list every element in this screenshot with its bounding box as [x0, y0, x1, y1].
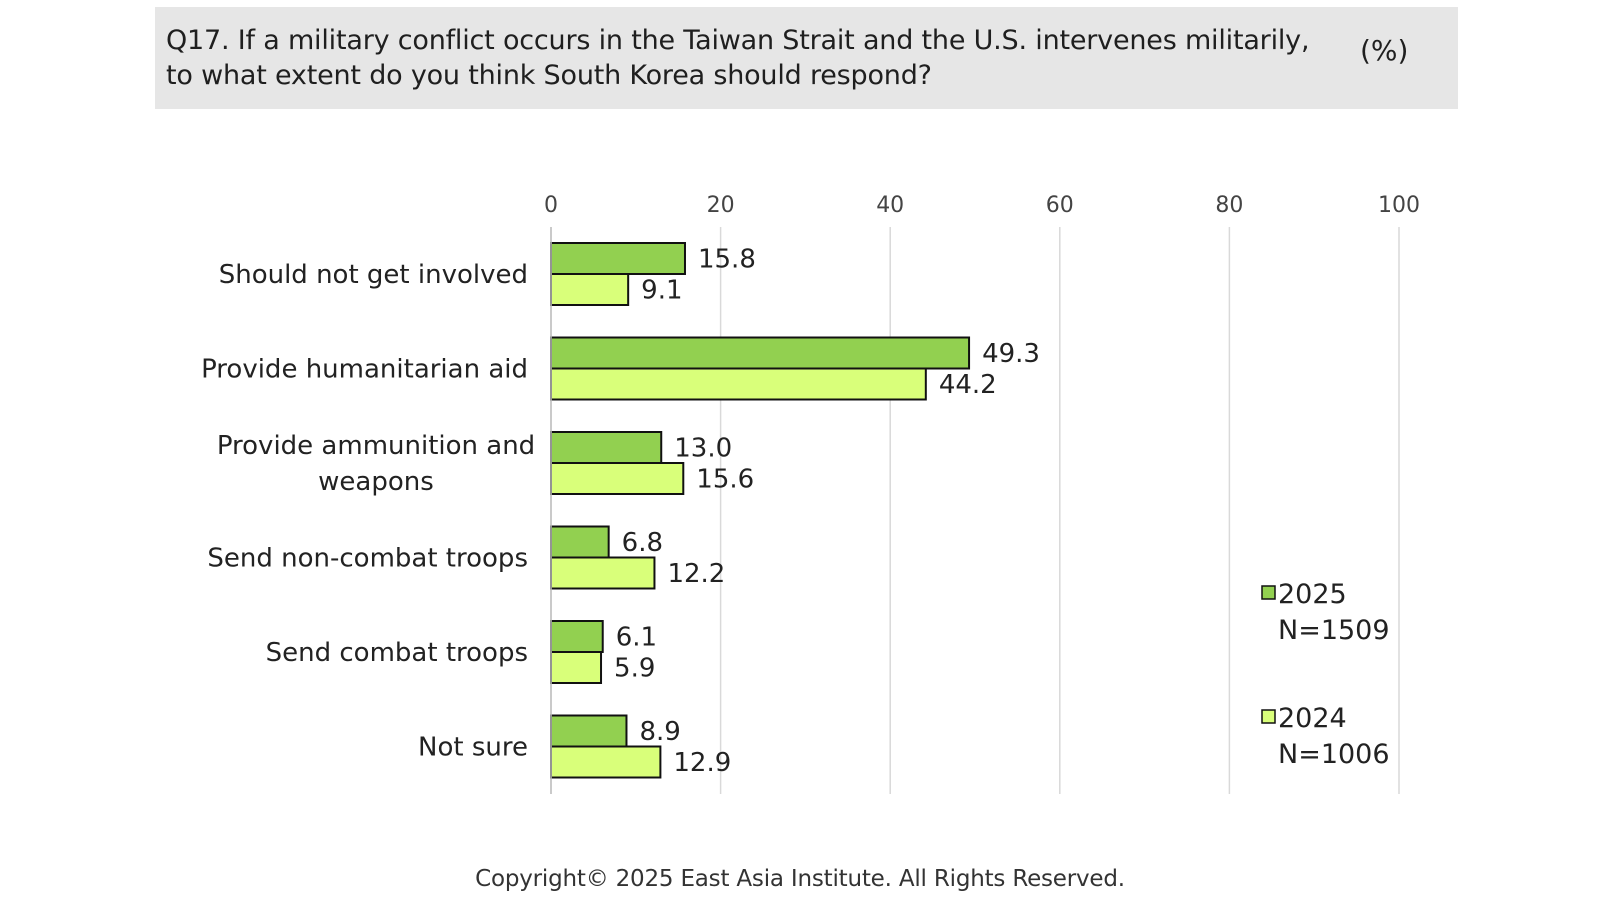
legend-swatch-2024 — [1261, 709, 1276, 724]
category-label: Send non-combat troops — [207, 544, 528, 574]
bar-2025 — [550, 431, 663, 464]
title-box: Q17. If a military conflict occurs in th… — [155, 7, 1458, 109]
bar-2024 — [550, 745, 662, 779]
x-tick-label: 60 — [1046, 193, 1074, 218]
legend-sample-2025: N=1509 — [1278, 615, 1390, 646]
x-tick-label: 80 — [1215, 193, 1243, 218]
bar-2025 — [550, 525, 610, 559]
data-label-2025: 8.9 — [639, 717, 680, 747]
data-label-2024: 44.2 — [939, 370, 997, 400]
data-label-2024: 12.2 — [667, 559, 725, 589]
bar-2024 — [550, 462, 685, 495]
category-label: Provide humanitarian aid — [201, 355, 528, 385]
data-label-2025: 15.8 — [698, 245, 756, 275]
category-label: Not sure — [418, 733, 528, 763]
category-label: Send combat troops — [266, 638, 528, 668]
data-label-2025: 6.1 — [616, 623, 657, 653]
chart-title-line-1: Q17. If a military conflict occurs in th… — [166, 25, 1310, 56]
legend-sample-2024: N=1006 — [1278, 739, 1390, 770]
bar-2024 — [550, 273, 630, 306]
category-label-line: Provide ammunition and — [217, 431, 535, 461]
legend-label-2024: 2024 — [1278, 703, 1347, 734]
category-label: Should not get involved — [219, 260, 528, 290]
bar-2024 — [550, 651, 603, 684]
bar-2024 — [550, 556, 656, 590]
data-label-2024: 15.6 — [696, 465, 754, 495]
bar-2025 — [550, 714, 628, 748]
data-label-2024: 9.1 — [641, 276, 682, 306]
legend-swatch-2025 — [1261, 585, 1276, 600]
copyright-footer: Copyright© 2025 East Asia Institute. All… — [475, 866, 1125, 892]
category-label-line: weapons — [318, 467, 434, 497]
legend-label-2025: 2025 — [1278, 579, 1347, 610]
chart-title-line-2: to what extent do you think South Korea … — [166, 60, 932, 91]
data-label-2025: 6.8 — [622, 528, 663, 558]
bar-2025 — [550, 242, 686, 275]
bar-2025 — [550, 620, 604, 653]
data-label-2024: 5.9 — [614, 654, 655, 684]
unit-label: (%) — [1360, 34, 1409, 67]
x-tick-label: 0 — [544, 193, 558, 218]
data-label-2025: 13.0 — [674, 434, 732, 464]
x-tick-label: 100 — [1378, 193, 1420, 218]
data-label-2025: 49.3 — [982, 339, 1040, 369]
bar-2025 — [550, 336, 971, 370]
category-label: Provide ammunition and weapons — [217, 431, 535, 497]
x-tick-label: 20 — [707, 193, 735, 218]
data-label-2024: 12.9 — [673, 748, 731, 778]
x-tick-label: 40 — [876, 193, 904, 218]
bar-2024 — [550, 367, 927, 401]
